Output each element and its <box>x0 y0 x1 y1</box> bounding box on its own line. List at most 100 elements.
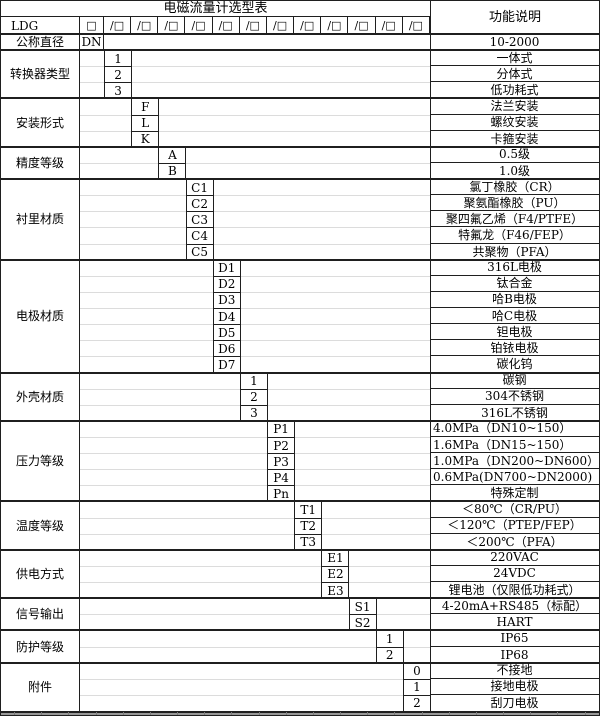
block-separator <box>1 258 599 261</box>
bottom-band-tick <box>149 712 151 715</box>
bottom-band-tick <box>421 712 423 715</box>
function-cell: 1.6MPa（DN15~150） <box>430 437 599 454</box>
code-cell: D6 <box>212 340 241 358</box>
code-cell: 1 <box>375 630 404 648</box>
block-separator <box>1 145 599 148</box>
block-separator <box>1 371 599 374</box>
model-code-slot: /□ <box>213 17 240 34</box>
row-grid-line <box>79 82 430 84</box>
category-label: 衬里材质 <box>15 212 64 227</box>
table-title: 电磁流量计选型表 <box>1 1 430 17</box>
row-grid-line <box>79 694 430 696</box>
code-cell: 1 <box>104 50 133 68</box>
row-grid-line <box>79 324 430 326</box>
block-separator <box>1 97 599 100</box>
function-cell: 220VAC <box>430 550 599 566</box>
row-grid-line <box>79 485 430 487</box>
code-cell: 1 <box>239 372 268 390</box>
model-code-slot: /□ <box>294 17 322 34</box>
function-cell: 0.5级 <box>430 147 599 163</box>
diameter-code-cell: DN <box>79 34 104 51</box>
row-grid-line <box>79 275 430 277</box>
row-grid-line <box>79 646 430 648</box>
function-cell: 4.0MPa（DN10~150） <box>430 421 599 437</box>
row-grid-line <box>79 308 430 310</box>
row-grid-line <box>79 211 430 213</box>
bottom-band-tick <box>312 712 314 715</box>
bottom-band-tick <box>340 712 341 715</box>
code-cell: S1 <box>348 598 377 616</box>
category-label: 外壳材质 <box>15 389 64 404</box>
code-cell: C4 <box>185 227 214 245</box>
code-cell: T2 <box>294 517 323 535</box>
function-cell: 碳化钨 <box>496 357 533 372</box>
category-label: 附件 <box>27 679 52 694</box>
code-cell: F <box>131 98 160 116</box>
function-cell: ＜80℃（CR/PU） <box>430 501 599 518</box>
function-cell: 24VDC <box>430 566 599 583</box>
bottom-band-tick <box>503 712 504 715</box>
function-column-header: 功能说明 <box>430 1 599 34</box>
function-cell: 聚四氟乙烯（F4/PTFE） <box>430 211 599 228</box>
function-cell: IP65 <box>430 630 599 647</box>
category-label: 压力等级 <box>15 454 64 469</box>
column-divider <box>430 1 431 711</box>
function-cell: 卡箍安装 <box>490 131 539 146</box>
function-cell: IP68 <box>500 647 529 662</box>
bottom-band-tick <box>95 712 97 715</box>
row-grid-line <box>79 356 430 358</box>
category-label: 电极材质 <box>15 309 64 324</box>
code-cell: S2 <box>348 614 377 632</box>
category-label: 公称直径 <box>15 35 64 50</box>
function-cell: 哈B电极 <box>430 292 599 308</box>
code-cell: L <box>131 114 160 132</box>
code-cell: E3 <box>321 582 350 600</box>
row-grid-line <box>79 565 430 567</box>
function-cell: 4-20mA+RS485（标配） <box>430 598 599 615</box>
bottom-band-tick <box>394 712 396 715</box>
code-cell: C2 <box>185 195 214 213</box>
bottom-band-tick <box>14 712 15 715</box>
row-grid-line <box>79 130 430 132</box>
code-cell: D4 <box>212 308 241 326</box>
model-code-slot: /□ <box>131 17 159 34</box>
category-label: 防护等级 <box>15 639 64 654</box>
function-cell: 碳钢 <box>430 373 599 389</box>
code-cell: 0 <box>402 662 431 680</box>
model-code-slot: /□ <box>104 17 132 34</box>
bottom-band-tick <box>448 712 450 715</box>
model-prefix-cell: LDG <box>11 18 39 33</box>
code-cell: D3 <box>212 291 241 309</box>
block-separator <box>1 419 599 422</box>
function-cell: 304不锈钢 <box>430 389 599 405</box>
row-grid-line <box>79 582 430 584</box>
block-separator <box>1 548 599 551</box>
row-grid-line <box>79 195 430 197</box>
row-grid-line <box>79 436 430 438</box>
code-cell: P4 <box>267 469 296 487</box>
function-cell: 螺纹安装 <box>430 115 599 131</box>
code-cell: 2 <box>239 388 268 406</box>
row-grid-line <box>79 227 430 229</box>
code-cell: E2 <box>321 565 350 584</box>
code-cell: P1 <box>267 420 296 438</box>
model-code-slot: /□ <box>186 17 213 34</box>
function-cell: 1.0级 <box>498 163 531 178</box>
code-cell: 2 <box>104 66 133 84</box>
model-code-slot: /□ <box>321 17 349 34</box>
row-grid-line <box>79 453 430 455</box>
bottom-band-tick <box>41 712 43 715</box>
category-label: 安装形式 <box>15 115 64 130</box>
function-cell: 哈C电极 <box>430 308 599 325</box>
bottom-band-tick <box>68 712 70 715</box>
bottom-band-tick <box>584 712 586 715</box>
model-code-slot: /□ <box>376 17 403 34</box>
function-cell: 特殊定制 <box>490 486 539 501</box>
code-cell: C3 <box>185 211 214 229</box>
function-cell: 0.6MPa(DN700~DN2000) <box>430 469 599 486</box>
category-label: 供电方式 <box>15 566 64 581</box>
block-separator <box>1 661 599 664</box>
category-label: 信号输出 <box>15 607 64 622</box>
function-cell: 316L电极 <box>430 260 599 276</box>
function-cell: 低功耗式 <box>490 83 539 98</box>
